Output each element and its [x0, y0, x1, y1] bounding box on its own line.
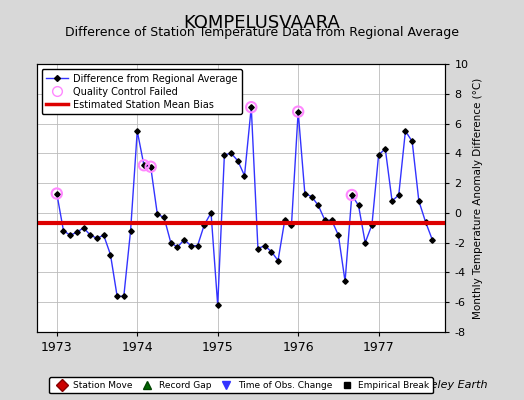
Point — [294, 108, 302, 115]
Point — [247, 104, 256, 110]
Legend: Difference from Regional Average, Quality Control Failed, Estimated Station Mean: Difference from Regional Average, Qualit… — [41, 69, 242, 114]
Point — [140, 162, 148, 168]
Point — [147, 164, 155, 170]
Point — [347, 192, 356, 198]
Legend: Station Move, Record Gap, Time of Obs. Change, Empirical Break: Station Move, Record Gap, Time of Obs. C… — [49, 377, 433, 394]
Point — [52, 190, 61, 197]
Text: Berkeley Earth: Berkeley Earth — [405, 380, 487, 390]
Y-axis label: Monthly Temperature Anomaly Difference (°C): Monthly Temperature Anomaly Difference (… — [473, 77, 483, 319]
Text: KOMPELUSVAARA: KOMPELUSVAARA — [183, 14, 341, 32]
Text: Difference of Station Temperature Data from Regional Average: Difference of Station Temperature Data f… — [65, 26, 459, 39]
